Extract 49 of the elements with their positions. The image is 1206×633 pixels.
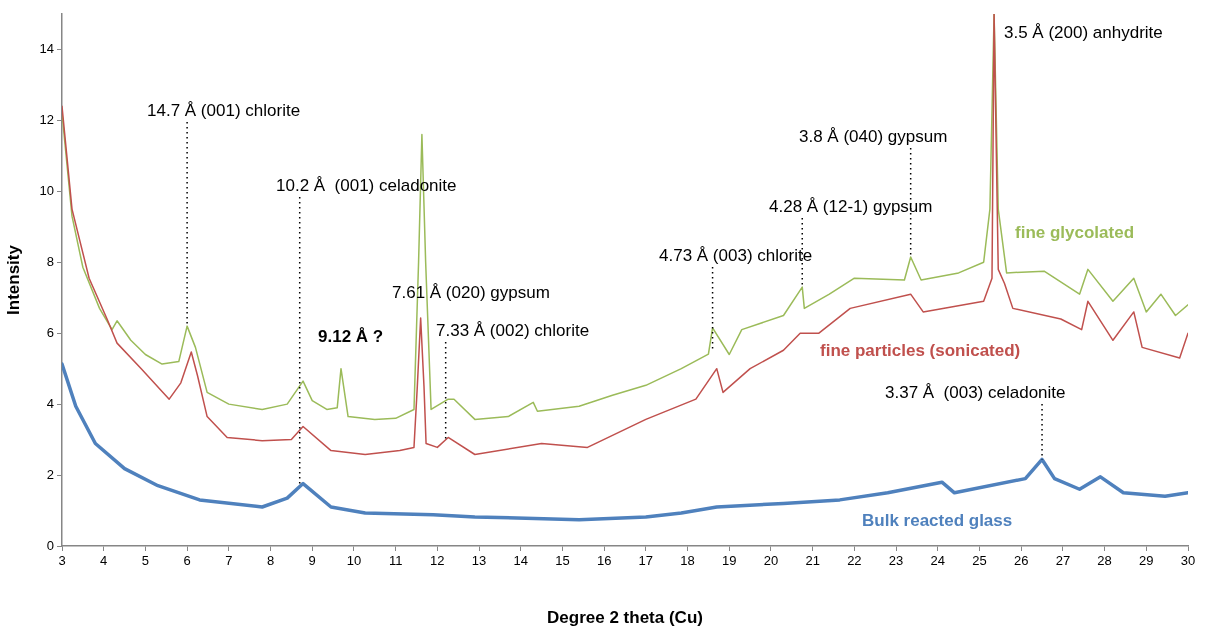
y-tick-label: 6 xyxy=(46,324,54,340)
x-tick-label: 30 xyxy=(1180,553,1196,569)
x-tick-label: 24 xyxy=(930,553,946,569)
x-tick-label: 7 xyxy=(225,553,233,569)
annotation: 7.33 Å (002) chlorite xyxy=(436,320,590,340)
x-tick-label: 14 xyxy=(513,553,528,569)
y-tick-label: 0 xyxy=(46,537,54,553)
y-tick-label: 10 xyxy=(39,182,54,198)
x-tick-label: 28 xyxy=(1097,553,1112,569)
y-tick-label: 14 xyxy=(39,41,54,57)
x-tick-label: 18 xyxy=(680,553,695,569)
annotation: 9.12 Å ? xyxy=(318,326,384,346)
x-tick-label: 5 xyxy=(141,553,150,569)
annotation: 3.37 Å (003) celadonite xyxy=(885,382,1066,402)
y-tick-label: 2 xyxy=(46,466,54,482)
y-tick-label: 4 xyxy=(46,395,54,411)
x-tick-label: 15 xyxy=(555,553,570,569)
x-tick-label: 4 xyxy=(100,553,108,569)
annotation: 4.28 Å (12-1) gypsum xyxy=(769,196,933,216)
x-tick-label: 13 xyxy=(471,553,487,569)
x-tick-label: 11 xyxy=(388,553,403,569)
x-tick-label: 19 xyxy=(722,553,737,569)
x-tick-label: 9 xyxy=(308,553,316,569)
x-tick-label: 25 xyxy=(972,553,987,569)
x-tick-label: 22 xyxy=(847,553,862,569)
y-tick-label: 12 xyxy=(39,111,54,127)
x-tick-label: 8 xyxy=(266,553,275,569)
annotation: 3.5 Å (200) anhydrite xyxy=(1004,22,1163,42)
annotation: 3.8 Å (040) gypsum xyxy=(799,126,948,146)
x-tick-label: 17 xyxy=(638,553,654,569)
y-axis-title: Intensity xyxy=(3,244,23,315)
series-label: Bulk reacted glass xyxy=(862,510,1013,530)
series-label: fine glycolated xyxy=(1015,222,1135,242)
annotation: 14.7 Å (001) chlorite xyxy=(147,100,301,120)
y-tick-label: 8 xyxy=(46,253,54,269)
x-tick-label: 3 xyxy=(58,553,66,569)
x-tick-label: 21 xyxy=(805,553,820,569)
x-tick-label: 16 xyxy=(596,553,612,569)
x-tick-label: 23 xyxy=(888,553,904,569)
x-tick-label: 12 xyxy=(430,553,445,569)
annotation: 4.73 Å (003) chlorite xyxy=(659,245,813,265)
x-tick-label: 10 xyxy=(346,553,362,569)
x-tick-label: 26 xyxy=(1013,553,1029,569)
x-axis-title: Degree 2 theta (Cu) xyxy=(547,608,703,628)
x-tick-label: 6 xyxy=(183,553,191,569)
x-tick-label: 20 xyxy=(763,553,779,569)
series-label: fine particles (sonicated) xyxy=(820,340,1021,360)
x-tick-label: 27 xyxy=(1055,553,1071,569)
x-tick-label: 29 xyxy=(1139,553,1154,569)
